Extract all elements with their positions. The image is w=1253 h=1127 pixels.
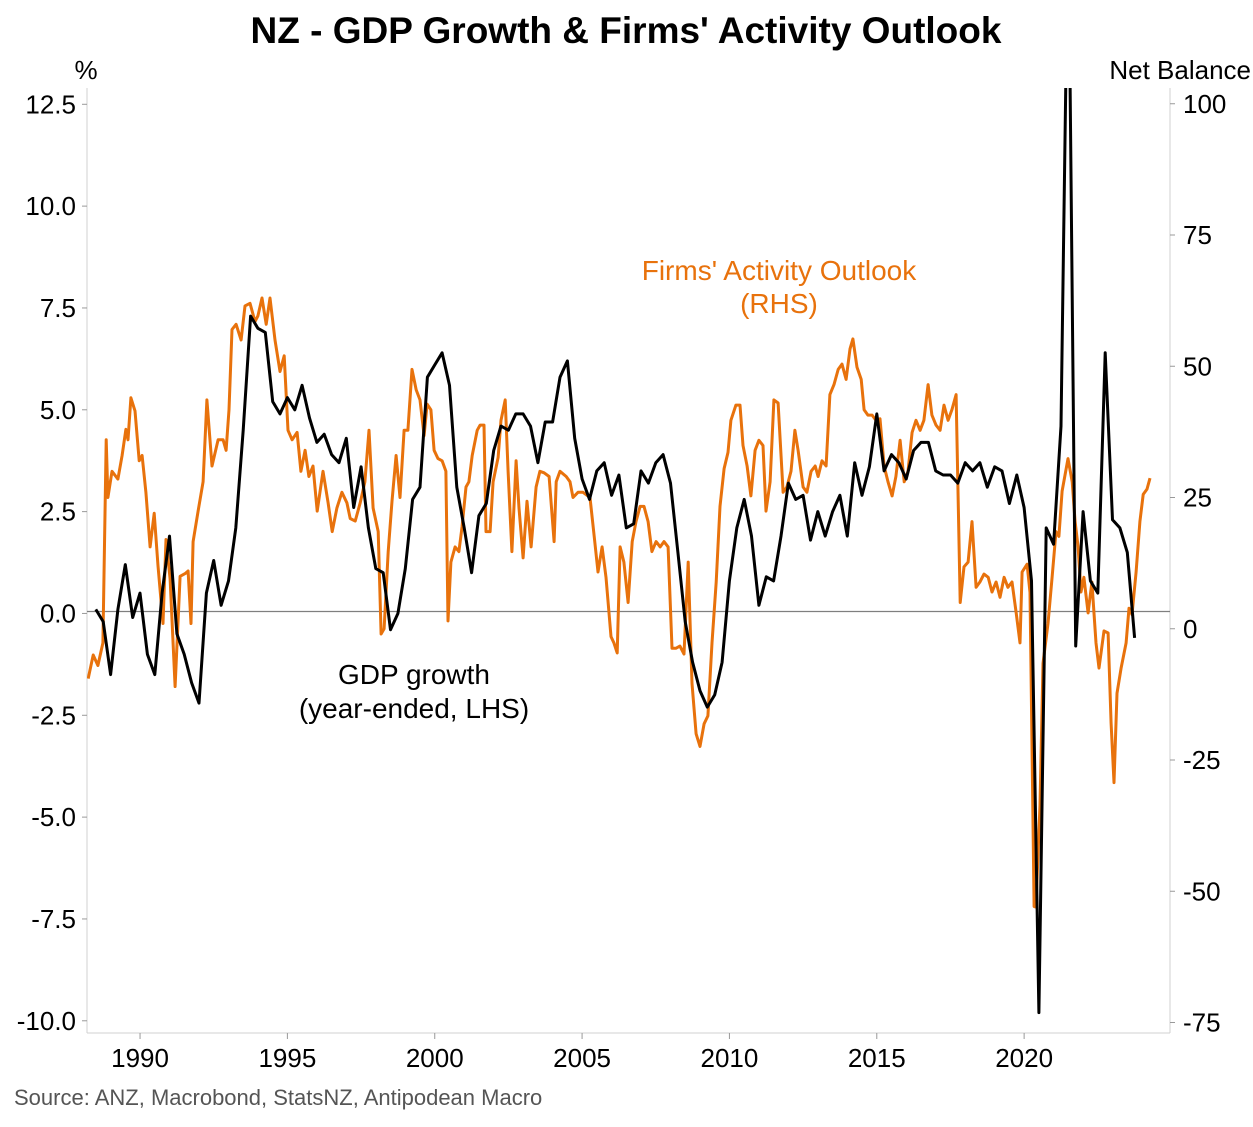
source-note: Source: ANZ, Macrobond, StatsNZ, Antipod… (14, 1085, 542, 1110)
gdp-annotation-line1: GDP growth (338, 659, 490, 690)
firms-annotation-line2: (RHS) (740, 288, 818, 319)
x-tick-label: 1990 (111, 1043, 169, 1073)
left-tick-label: 0.0 (40, 598, 76, 628)
x-tick-label: 2010 (701, 1043, 759, 1073)
gdp-growth-line (94, 88, 1137, 1015)
left-tick-label: 2.5 (40, 497, 76, 527)
left-tick-label: 7.5 (40, 293, 76, 323)
left-tick-label: 10.0 (25, 191, 76, 221)
right-tick-label: 75 (1183, 220, 1212, 250)
series-group (87, 88, 1152, 1015)
left-axis-label: % (74, 55, 97, 85)
right-tick-label: 0 (1183, 614, 1197, 644)
left-tick-label: 5.0 (40, 395, 76, 425)
x-axis-ticks: 1990 1995 2000 2005 2010 2015 2020 (111, 1033, 1053, 1073)
right-tick-label: -75 (1183, 1008, 1221, 1038)
firms-activity-outlook-line (87, 296, 1152, 909)
x-tick-label: 2000 (406, 1043, 464, 1073)
right-tick-label: -50 (1183, 876, 1221, 906)
left-tick-label: -5.0 (31, 802, 76, 832)
x-tick-label: 1995 (258, 1043, 316, 1073)
left-tick-label: -7.5 (31, 904, 76, 934)
left-axis-ticks: 12.5 10.0 7.5 5.0 2.5 0.0 -2.5 -5.0 -7.5 -10.0 (17, 89, 87, 1036)
right-axis-label: Net Balance (1109, 55, 1251, 85)
chart-title: NZ - GDP Growth & Firms' Activity Outloo… (251, 10, 1002, 51)
right-tick-label: -25 (1183, 745, 1221, 775)
x-tick-label: 2020 (995, 1043, 1053, 1073)
right-tick-label: 25 (1183, 483, 1212, 513)
x-tick-label: 2015 (848, 1043, 906, 1073)
firms-annotation-line1: Firms' Activity Outlook (642, 255, 918, 286)
gdp-annotation-line2: (year-ended, LHS) (299, 693, 529, 724)
x-tick-label: 2005 (553, 1043, 611, 1073)
left-tick-label: -2.5 (31, 700, 76, 730)
right-tick-label: 50 (1183, 351, 1212, 381)
left-tick-label: -10.0 (17, 1006, 76, 1036)
right-tick-label: 100 (1183, 89, 1226, 119)
right-axis-ticks: 100 75 50 25 0 -25 -50 -75 (1170, 89, 1226, 1038)
left-tick-label: 12.5 (25, 89, 76, 119)
